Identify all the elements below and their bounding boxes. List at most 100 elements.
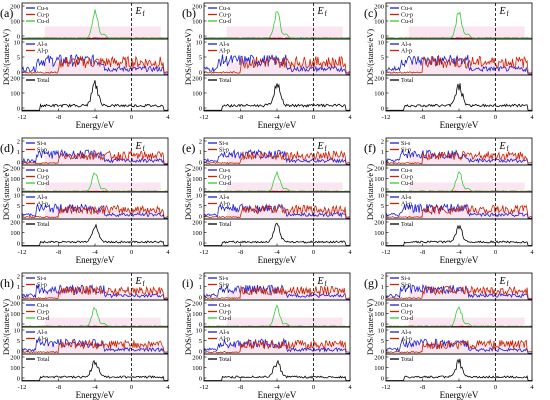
dos-curve-al-s: [203, 337, 350, 354]
x-tick-label: -12: [382, 249, 391, 256]
subplot: 200 100 0 Total: [374, 218, 533, 248]
y-tick-label: 0: [17, 106, 20, 113]
legend-label: Al-p: [37, 202, 48, 208]
y-tick-label: 100: [192, 176, 202, 183]
legend-label: Al-p: [37, 49, 48, 55]
legend-label: Total: [37, 357, 50, 363]
y-tick-label: 0: [199, 295, 202, 302]
legend-label: Al-p: [401, 202, 412, 208]
y-tick-label: 0: [17, 241, 20, 248]
legend-label: Al-p: [219, 49, 230, 55]
shade-band: [44, 344, 161, 353]
legend-label: Cu-s: [401, 168, 413, 174]
legend-label: Cu-s: [37, 6, 49, 12]
y-axis-label: DOS/(states/eV): [1, 299, 11, 355]
x-axis-label: Energy/eV: [440, 120, 479, 130]
y-tick-label: 5: [381, 203, 384, 210]
y-tick-label: 0: [381, 241, 384, 248]
shade-band: [408, 290, 525, 299]
y-tick-label: 200: [192, 76, 202, 83]
shade-band: [44, 209, 161, 218]
dos-curve-al-p: [203, 55, 351, 74]
legend-label: Cu-d: [219, 19, 231, 25]
shade-band: [408, 182, 525, 191]
dos-curve-si-s: [385, 283, 532, 300]
subplot: 200 100 0 Total: [10, 74, 169, 113]
y-tick-label: 200: [192, 301, 202, 308]
y-tick-label: 200: [374, 76, 384, 83]
dos-curve-si-p: [21, 150, 169, 165]
y-tick-label: 5: [199, 338, 202, 345]
y-tick-label: 10: [14, 193, 21, 200]
y-axis-label: DOS/(states/eV): [183, 29, 193, 85]
shade-band: [226, 26, 343, 38]
x-tick-label: -8: [56, 114, 61, 121]
x-axis-label: Energy/eV: [76, 390, 115, 400]
shade-band: [44, 317, 161, 326]
dos-curve-cu-d: [22, 306, 168, 327]
y-tick-label: 100: [192, 365, 202, 372]
dos-curve-cu-d: [386, 171, 532, 192]
y-tick-label: 100: [192, 19, 202, 26]
subplot: 200 100 0 Total: [192, 74, 351, 113]
x-tick-label: 0: [312, 114, 315, 121]
shade-band: [44, 62, 161, 74]
fermi-subscript: f: [143, 280, 146, 288]
panel-a: (a)2001000Cu-sCu-pCu-d1050Al-sAl-p200100…: [0, 2, 170, 130]
legend-label: Cu-d: [401, 316, 413, 322]
shade-band: [226, 317, 343, 326]
dos-curve-total: [204, 359, 350, 381]
subplot: 10 5 0 Al-sAl-p: [378, 326, 533, 356]
subplot: 200 100 0 Total: [192, 218, 351, 248]
y-tick-label: 0: [381, 34, 384, 41]
legend-label: Total: [219, 78, 232, 84]
y-tick-label: 10: [196, 40, 203, 47]
x-tick-label: -8: [420, 384, 425, 391]
x-axis-label: Energy/eV: [76, 120, 115, 130]
subplot: 10 5 0 Al-sAl-p: [196, 38, 351, 77]
shade-band: [226, 290, 343, 299]
legend-label: Cu-d: [401, 19, 413, 25]
legend-label: Cu-p: [219, 13, 231, 19]
legend-label: Al-p: [401, 49, 412, 55]
y-tick-label: 0: [17, 70, 20, 77]
subplot: 10 5 0 Al-sAl-p: [14, 191, 169, 221]
x-axis-label: Energy/eV: [258, 120, 297, 130]
legend-label: Cu-s: [37, 303, 49, 309]
y-tick-label: 10: [378, 328, 385, 335]
legend-label: Al-s: [219, 330, 230, 336]
panel-label: (a): [0, 6, 13, 20]
panel-e: (e) 210Si-sSi-p2001000Cu-sCu-pCu-d1050Al-…: [182, 137, 352, 265]
panel-label: (g): [364, 276, 378, 290]
dos-curve-total: [204, 83, 350, 111]
dos-curve-al-p: [21, 339, 169, 354]
y-tick-label: 2: [381, 139, 384, 146]
fermi-subscript: f: [507, 280, 510, 288]
y-tick-label: 0: [199, 214, 202, 221]
y-axis-label: DOS/(states/eV): [1, 29, 11, 85]
legend-label: Si-s: [401, 276, 411, 282]
y-tick-label: 2: [17, 274, 20, 281]
y-tick-label: 0: [17, 160, 20, 167]
y-tick-label: 200: [192, 220, 202, 227]
dos-curve-total: [22, 223, 168, 246]
fermi-subscript: f: [507, 10, 510, 18]
y-tick-label: 10: [378, 40, 385, 47]
legend-label: Al-s: [219, 195, 230, 201]
x-tick-label: 0: [312, 384, 315, 391]
subplot: 10 5 0 Al-sAl-p: [14, 38, 169, 77]
dos-curve-al-s: [385, 54, 532, 75]
legend-label: Si-p: [37, 148, 47, 154]
x-tick-label: -12: [18, 114, 27, 121]
legend-label: Cu-p: [401, 175, 413, 181]
x-tick-label: 0: [130, 384, 133, 391]
dos-curve-al-p: [203, 203, 351, 219]
fermi-label: E: [499, 6, 506, 17]
x-tick-label: -8: [238, 384, 243, 391]
legend-label: Al-p: [37, 337, 48, 343]
legend-label: Si-s: [37, 141, 47, 147]
legend-label: Si-s: [219, 141, 229, 147]
legend-label: Si-s: [37, 276, 47, 282]
y-tick-label: 0: [199, 106, 202, 113]
x-tick-label: -8: [238, 114, 243, 121]
